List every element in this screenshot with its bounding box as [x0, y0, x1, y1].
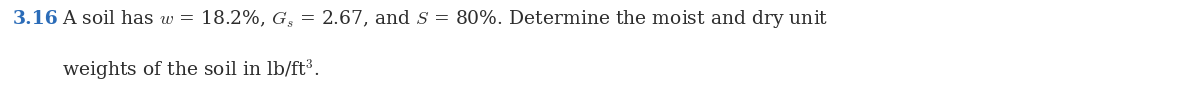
- Text: weights of the soil in lb/ft$^3$.: weights of the soil in lb/ft$^3$.: [62, 57, 319, 82]
- Text: 3.16: 3.16: [13, 10, 59, 28]
- Text: A soil has $w$ = 18.2%, $G_s$ = 2.67, and $S$ = 80%. Determine the moist and dry: A soil has $w$ = 18.2%, $G_s$ = 2.67, an…: [62, 8, 828, 30]
